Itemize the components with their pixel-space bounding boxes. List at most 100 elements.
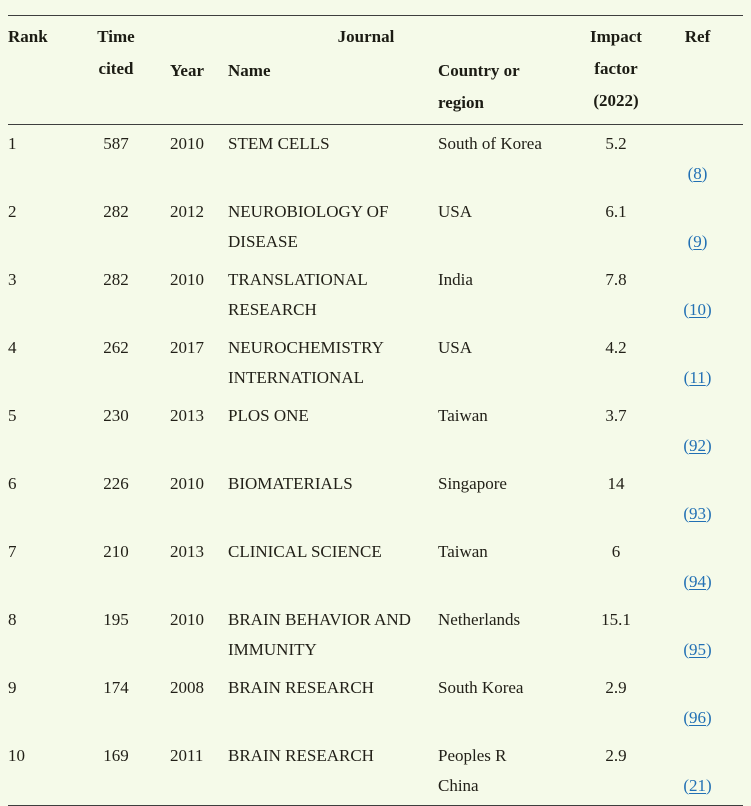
table-header: Rank Time cited Journal Impact factor (2… — [8, 15, 744, 125]
col-header-name: Name — [228, 53, 438, 125]
ref-paren-close: ) — [706, 776, 712, 795]
cell-time-cited: 174 — [103, 678, 129, 697]
cell-time-cited: 230 — [103, 406, 129, 425]
cell-country: Singapore — [438, 474, 507, 493]
cell-country: Peoples R China — [438, 737, 581, 806]
ref-link[interactable]: 94 — [689, 572, 707, 591]
cell-journal-name: BRAIN RESEARCH — [228, 678, 374, 697]
ref-link[interactable]: 10 — [689, 300, 707, 319]
ref-paren-open: ( — [683, 368, 690, 387]
cell-impact-factor: 3.7 — [605, 406, 627, 425]
journal-citation-table-wrap: Rank Time cited Journal Impact factor (2… — [8, 15, 744, 806]
cell-time-cited: 195 — [103, 610, 129, 629]
cell-journal-name: TRANSLATIONAL RESEARCH — [228, 270, 368, 319]
ref-citation: (10) — [683, 300, 711, 319]
ref-citation: (96) — [683, 708, 711, 727]
cell-journal-name: NEUROBIOLOGY OF DISEASE — [228, 202, 389, 251]
cell-ref: (92) — [652, 397, 743, 465]
col-header-year: Year — [152, 53, 228, 125]
col-header-ref: Ref — [652, 15, 744, 125]
cell-year: 2013 — [170, 406, 204, 425]
cell-country: South Korea — [438, 678, 524, 697]
cell-rank: 7 — [8, 542, 17, 561]
cell-ref: (11) — [652, 329, 743, 397]
cell-impact-factor: 2.9 — [605, 678, 627, 697]
cell-impact-factor: 5.2 — [605, 134, 627, 153]
ref-paren-open: ( — [683, 436, 690, 455]
table-row: 5 230 2013 PLOS ONE Taiwan 3.7 (92) — [8, 397, 743, 465]
table-row: 8 195 2010 BRAIN BEHAVIOR AND IMMUNITY N… — [8, 601, 743, 669]
ref-citation: (21) — [683, 776, 711, 795]
ref-paren-open: ( — [687, 164, 694, 183]
ref-paren-open: ( — [683, 640, 690, 659]
ref-paren-close: ) — [705, 368, 712, 387]
table-row: 2 282 2012 NEUROBIOLOGY OF DISEASE USA 6… — [8, 193, 743, 261]
cell-year: 2010 — [170, 610, 204, 629]
col-header-time-cited: Time cited — [80, 15, 152, 125]
cell-country: Taiwan — [438, 542, 488, 561]
ref-link[interactable]: 96 — [689, 708, 707, 727]
cell-rank: 10 — [8, 737, 80, 806]
cell-journal-name: NEUROCHEMISTRY INTERNATIONAL — [228, 338, 384, 387]
cell-impact-factor: 14 — [607, 474, 625, 493]
col-header-rank: Rank — [8, 15, 80, 125]
ref-link[interactable]: 11 — [689, 368, 706, 387]
ref-paren-close: ) — [701, 164, 708, 183]
ref-link[interactable]: 21 — [689, 776, 707, 795]
cell-ref: (10) — [652, 261, 743, 329]
cell-rank: 8 — [8, 610, 17, 629]
ref-link[interactable]: 9 — [693, 232, 702, 251]
cell-time-cited: 210 — [103, 542, 129, 561]
col-header-journal: Journal — [152, 15, 581, 53]
ref-paren-close: ) — [706, 572, 712, 591]
ref-link[interactable]: 95 — [689, 640, 707, 659]
cell-time-cited: 282 — [103, 202, 129, 221]
cell-country: USA — [438, 338, 473, 357]
ref-link[interactable]: 92 — [689, 436, 707, 455]
cell-year: 2011 — [152, 737, 228, 806]
cell-journal-name: PLOS ONE — [228, 406, 309, 425]
cell-impact-factor: 6.1 — [605, 202, 627, 221]
cell-time-cited: 282 — [103, 270, 129, 289]
cell-ref: (93) — [652, 465, 743, 533]
ref-citation: (8) — [688, 164, 708, 183]
cell-impact-factor: 4.2 — [605, 338, 627, 357]
ref-paren-close: ) — [706, 504, 712, 523]
cell-country: South of Korea — [438, 134, 542, 153]
ref-paren-close: ) — [706, 640, 712, 659]
cell-ref: (9) — [652, 193, 743, 261]
table-row: 3 282 2010 TRANSLATIONAL RESEARCH India … — [8, 261, 743, 329]
journal-citation-table: Rank Time cited Journal Impact factor (2… — [8, 15, 744, 806]
cell-year: 2010 — [170, 134, 204, 153]
cell-ref: (94) — [652, 533, 743, 601]
cell-year: 2013 — [170, 542, 204, 561]
ref-paren-close: ) — [701, 232, 708, 251]
cell-journal-name: BIOMATERIALS — [228, 474, 353, 493]
table-row: 4 262 2017 NEUROCHEMISTRY INTERNATIONAL … — [8, 329, 743, 397]
cell-ref: (8) — [652, 125, 743, 194]
cell-year: 2010 — [170, 270, 204, 289]
cell-impact-factor: 15.1 — [601, 610, 631, 629]
cell-country: Netherlands — [438, 610, 521, 629]
cell-time-cited: 262 — [103, 338, 129, 357]
ref-link[interactable]: 8 — [693, 164, 702, 183]
cell-rank: 4 — [8, 338, 17, 357]
cell-journal-name: STEM CELLS — [228, 134, 330, 153]
ref-citation: (92) — [683, 436, 711, 455]
ref-citation: (9) — [688, 232, 708, 251]
cell-time-cited: 169 — [80, 737, 152, 806]
table-row: 6 226 2010 BIOMATERIALS Singapore 14 (93… — [8, 465, 743, 533]
ref-paren-open: ( — [683, 572, 690, 591]
cell-ref: (96) — [652, 669, 743, 737]
table-row: 7 210 2013 CLINICAL SCIENCE Taiwan 6 (94… — [8, 533, 743, 601]
cell-country: USA — [438, 202, 473, 221]
cell-year: 2012 — [170, 202, 204, 221]
cell-journal-name: CLINICAL SCIENCE — [228, 542, 382, 561]
cell-rank: 5 — [8, 406, 17, 425]
col-header-impact-factor: Impact factor (2022) — [580, 15, 653, 125]
table-body: 1 5 8 7 2010 STEM CELLS South of Korea 5.2… — [8, 125, 744, 806]
cell-rank: 1 — [8, 134, 17, 153]
table-row: 10 169 2011 BRAIN RESEARCH Peoples R Chi… — [8, 737, 744, 806]
cell-rank: 2 — [8, 202, 17, 221]
ref-link[interactable]: 93 — [689, 504, 707, 523]
